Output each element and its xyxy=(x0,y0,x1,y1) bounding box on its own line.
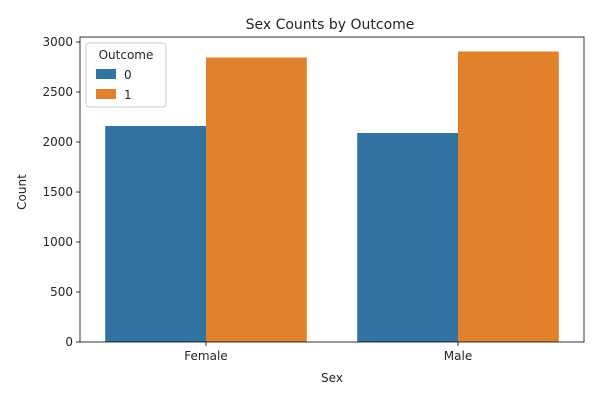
bar-female-outcome-0 xyxy=(105,126,206,342)
y-tick-label: 1000 xyxy=(42,235,73,249)
y-tick-label: 500 xyxy=(50,285,73,299)
x-axis-label: Sex xyxy=(321,371,343,385)
legend-swatch-1 xyxy=(96,89,116,99)
plot-area xyxy=(79,36,585,343)
plot-frame xyxy=(79,36,585,343)
y-tick-label: 1500 xyxy=(42,185,73,199)
x-tick-label: Male xyxy=(444,349,472,363)
legend-entry-1: 1 xyxy=(124,88,132,102)
legend-entry-0: 0 xyxy=(124,68,132,82)
y-axis-label: Count xyxy=(15,174,29,210)
x-tick-label: Female xyxy=(184,349,227,363)
bar-male-outcome-1 xyxy=(458,51,559,342)
y-axis: 0 500 1000 1500 2000 2500 3000 xyxy=(42,35,80,349)
y-tick-label: 2500 xyxy=(42,85,73,99)
legend-title: Outcome xyxy=(99,48,154,62)
y-tick-label: 2000 xyxy=(42,135,73,149)
y-tick-label: 3000 xyxy=(42,35,73,49)
y-tick-label: 0 xyxy=(65,335,73,349)
legend-swatch-0 xyxy=(96,69,116,79)
chart-title: Sex Counts by Outcome xyxy=(246,17,415,33)
bar-female-outcome-1 xyxy=(206,57,307,342)
legend: Outcome 0 1 xyxy=(85,42,167,108)
bar-male-outcome-0 xyxy=(357,133,458,342)
x-axis: Female Male xyxy=(184,342,472,363)
